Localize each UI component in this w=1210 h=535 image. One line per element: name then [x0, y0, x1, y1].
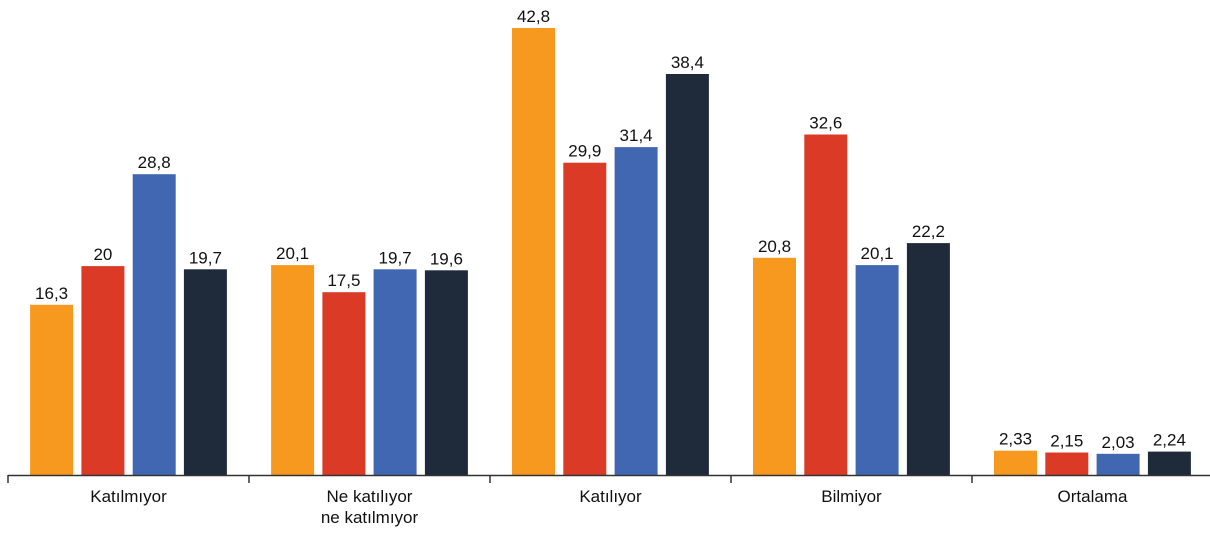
bar: [753, 257, 796, 475]
bar-value-label: 2,24: [1153, 431, 1186, 450]
bar-labels-layer: 16,3 20 28,8 19,7 20,1 17,5 19,7 19,6 42,8 29,9 31…: [35, 7, 1186, 452]
bar-value-label: 19,7: [189, 248, 222, 267]
bar: [373, 269, 417, 475]
category-label: Katılmıyor: [90, 487, 167, 506]
category-label: Katılıyor: [579, 487, 642, 506]
bars-layer: [30, 28, 1191, 475]
bar: [906, 243, 950, 475]
category-label-line: Katılmıyor: [90, 487, 167, 506]
bar: [614, 147, 658, 475]
bar: [424, 270, 468, 475]
bar: [271, 265, 315, 475]
bar-value-label: 32,6: [809, 114, 842, 133]
category-label: Bilmiyor: [821, 487, 882, 506]
bar-value-label: 31,4: [620, 126, 653, 145]
bar-value-label: 38,4: [671, 53, 704, 72]
bar-value-label: 22,2: [912, 222, 945, 241]
bar: [322, 292, 366, 475]
bar: [855, 265, 899, 475]
x-axis-ticks: [7, 475, 973, 483]
bar-value-label: 28,8: [138, 153, 171, 172]
bar-value-label: 16,3: [35, 284, 68, 303]
bar: [1096, 453, 1140, 475]
category-label: Ortalama: [1058, 487, 1128, 506]
bar-value-label: 19,7: [379, 248, 412, 267]
category-label-line: Bilmiyor: [821, 487, 882, 506]
bar: [512, 28, 555, 475]
category-label-line: ne katılmıyor: [321, 508, 419, 527]
bar-value-label: 20,8: [758, 237, 791, 256]
bar-value-label: 2,15: [1050, 432, 1083, 451]
bar-value-label: 2,03: [1102, 433, 1135, 452]
bar-value-label: 17,5: [327, 271, 360, 290]
category-label-line: Ne katılıyor: [327, 487, 413, 506]
bar-value-label: 20,1: [276, 244, 309, 263]
bar: [804, 134, 848, 475]
bar: [1147, 451, 1191, 475]
bar-value-label: 29,9: [568, 142, 601, 161]
bar: [1045, 452, 1089, 475]
bar: [183, 269, 227, 475]
category-label-line: Ortalama: [1058, 487, 1128, 506]
bar-value-label: 2,33: [999, 430, 1032, 449]
category-label-line: Katılıyor: [579, 487, 642, 506]
category-labels-layer: Katılmıyor Ne katılıyor ne katılmıyor Katıl…: [90, 487, 1128, 527]
bar-value-label: 20: [93, 245, 112, 264]
category-label: Ne katılıyor ne katılmıyor: [321, 487, 419, 527]
bar-value-label: 19,6: [430, 249, 463, 268]
bar: [132, 174, 176, 475]
bar-value-label: 42,8: [517, 7, 550, 26]
bar: [81, 266, 125, 475]
bar: [994, 450, 1037, 475]
bar: [665, 74, 709, 475]
bar: [563, 162, 607, 475]
bar: [30, 304, 74, 475]
bar-value-label: 20,1: [861, 244, 894, 263]
